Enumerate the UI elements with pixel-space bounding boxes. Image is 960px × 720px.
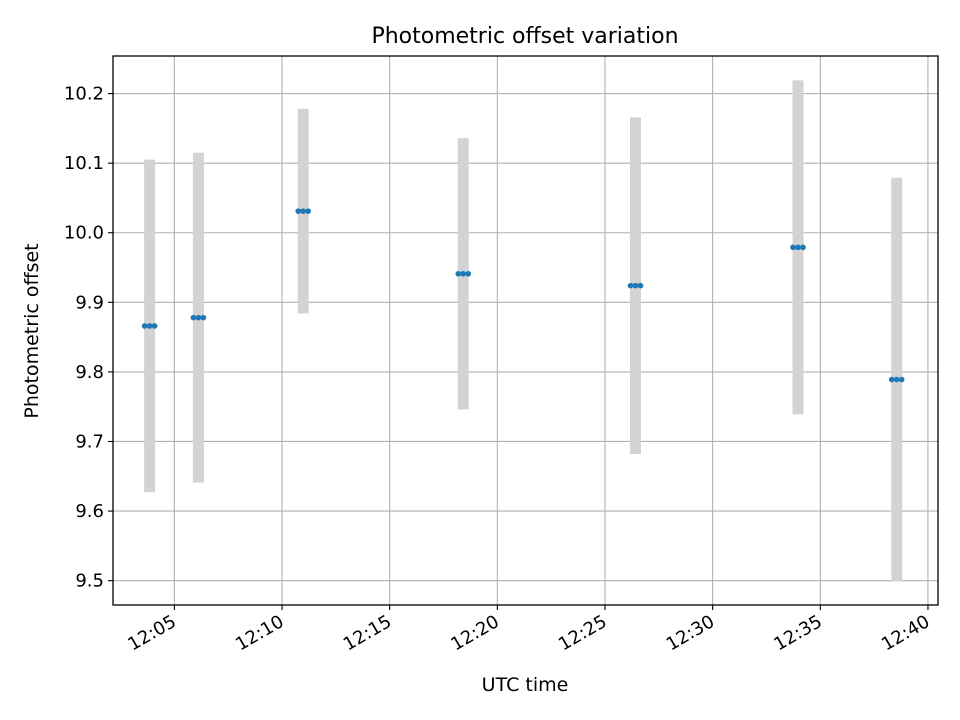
data-point (627, 282, 634, 289)
data-point (893, 376, 900, 383)
data-point (460, 270, 467, 277)
data-point (141, 323, 148, 329)
plot-frame (112, 55, 939, 606)
data-point (305, 208, 311, 214)
data-point (465, 270, 472, 277)
data-point (200, 314, 207, 321)
y-tick-label: 9.9 (75, 292, 104, 313)
x-axis-label: UTC time (482, 674, 569, 696)
data-point (455, 270, 462, 277)
y-tick-label: 10.1 (64, 153, 104, 174)
data-point (888, 376, 895, 383)
data-point (637, 282, 644, 289)
y-tick-label: 10.2 (64, 84, 104, 105)
y-tick-label: 9.7 (75, 431, 104, 452)
data-point (146, 323, 153, 329)
y-axis-label: Photometric offset (21, 243, 43, 418)
y-tick-label: 9.8 (75, 362, 104, 383)
y-tick-label: 9.6 (75, 501, 104, 522)
data-point (300, 208, 306, 214)
data-point (898, 376, 905, 383)
data-point (195, 314, 202, 321)
chart-title: Photometric offset variation (371, 24, 678, 49)
data-point (795, 244, 801, 251)
data-point (632, 282, 639, 289)
data-point (790, 244, 796, 251)
data-point (190, 314, 197, 321)
y-tick-label: 10.0 (64, 223, 104, 244)
data-points (141, 208, 905, 383)
y-axis-ticks: 9.5 9.6 9.7 9.8 9.9 10.0 10.1 10.2 (64, 84, 113, 592)
data-point (295, 208, 301, 214)
y-tick-label: 9.5 (75, 571, 104, 592)
data-point (151, 323, 158, 329)
data-point (800, 244, 806, 251)
